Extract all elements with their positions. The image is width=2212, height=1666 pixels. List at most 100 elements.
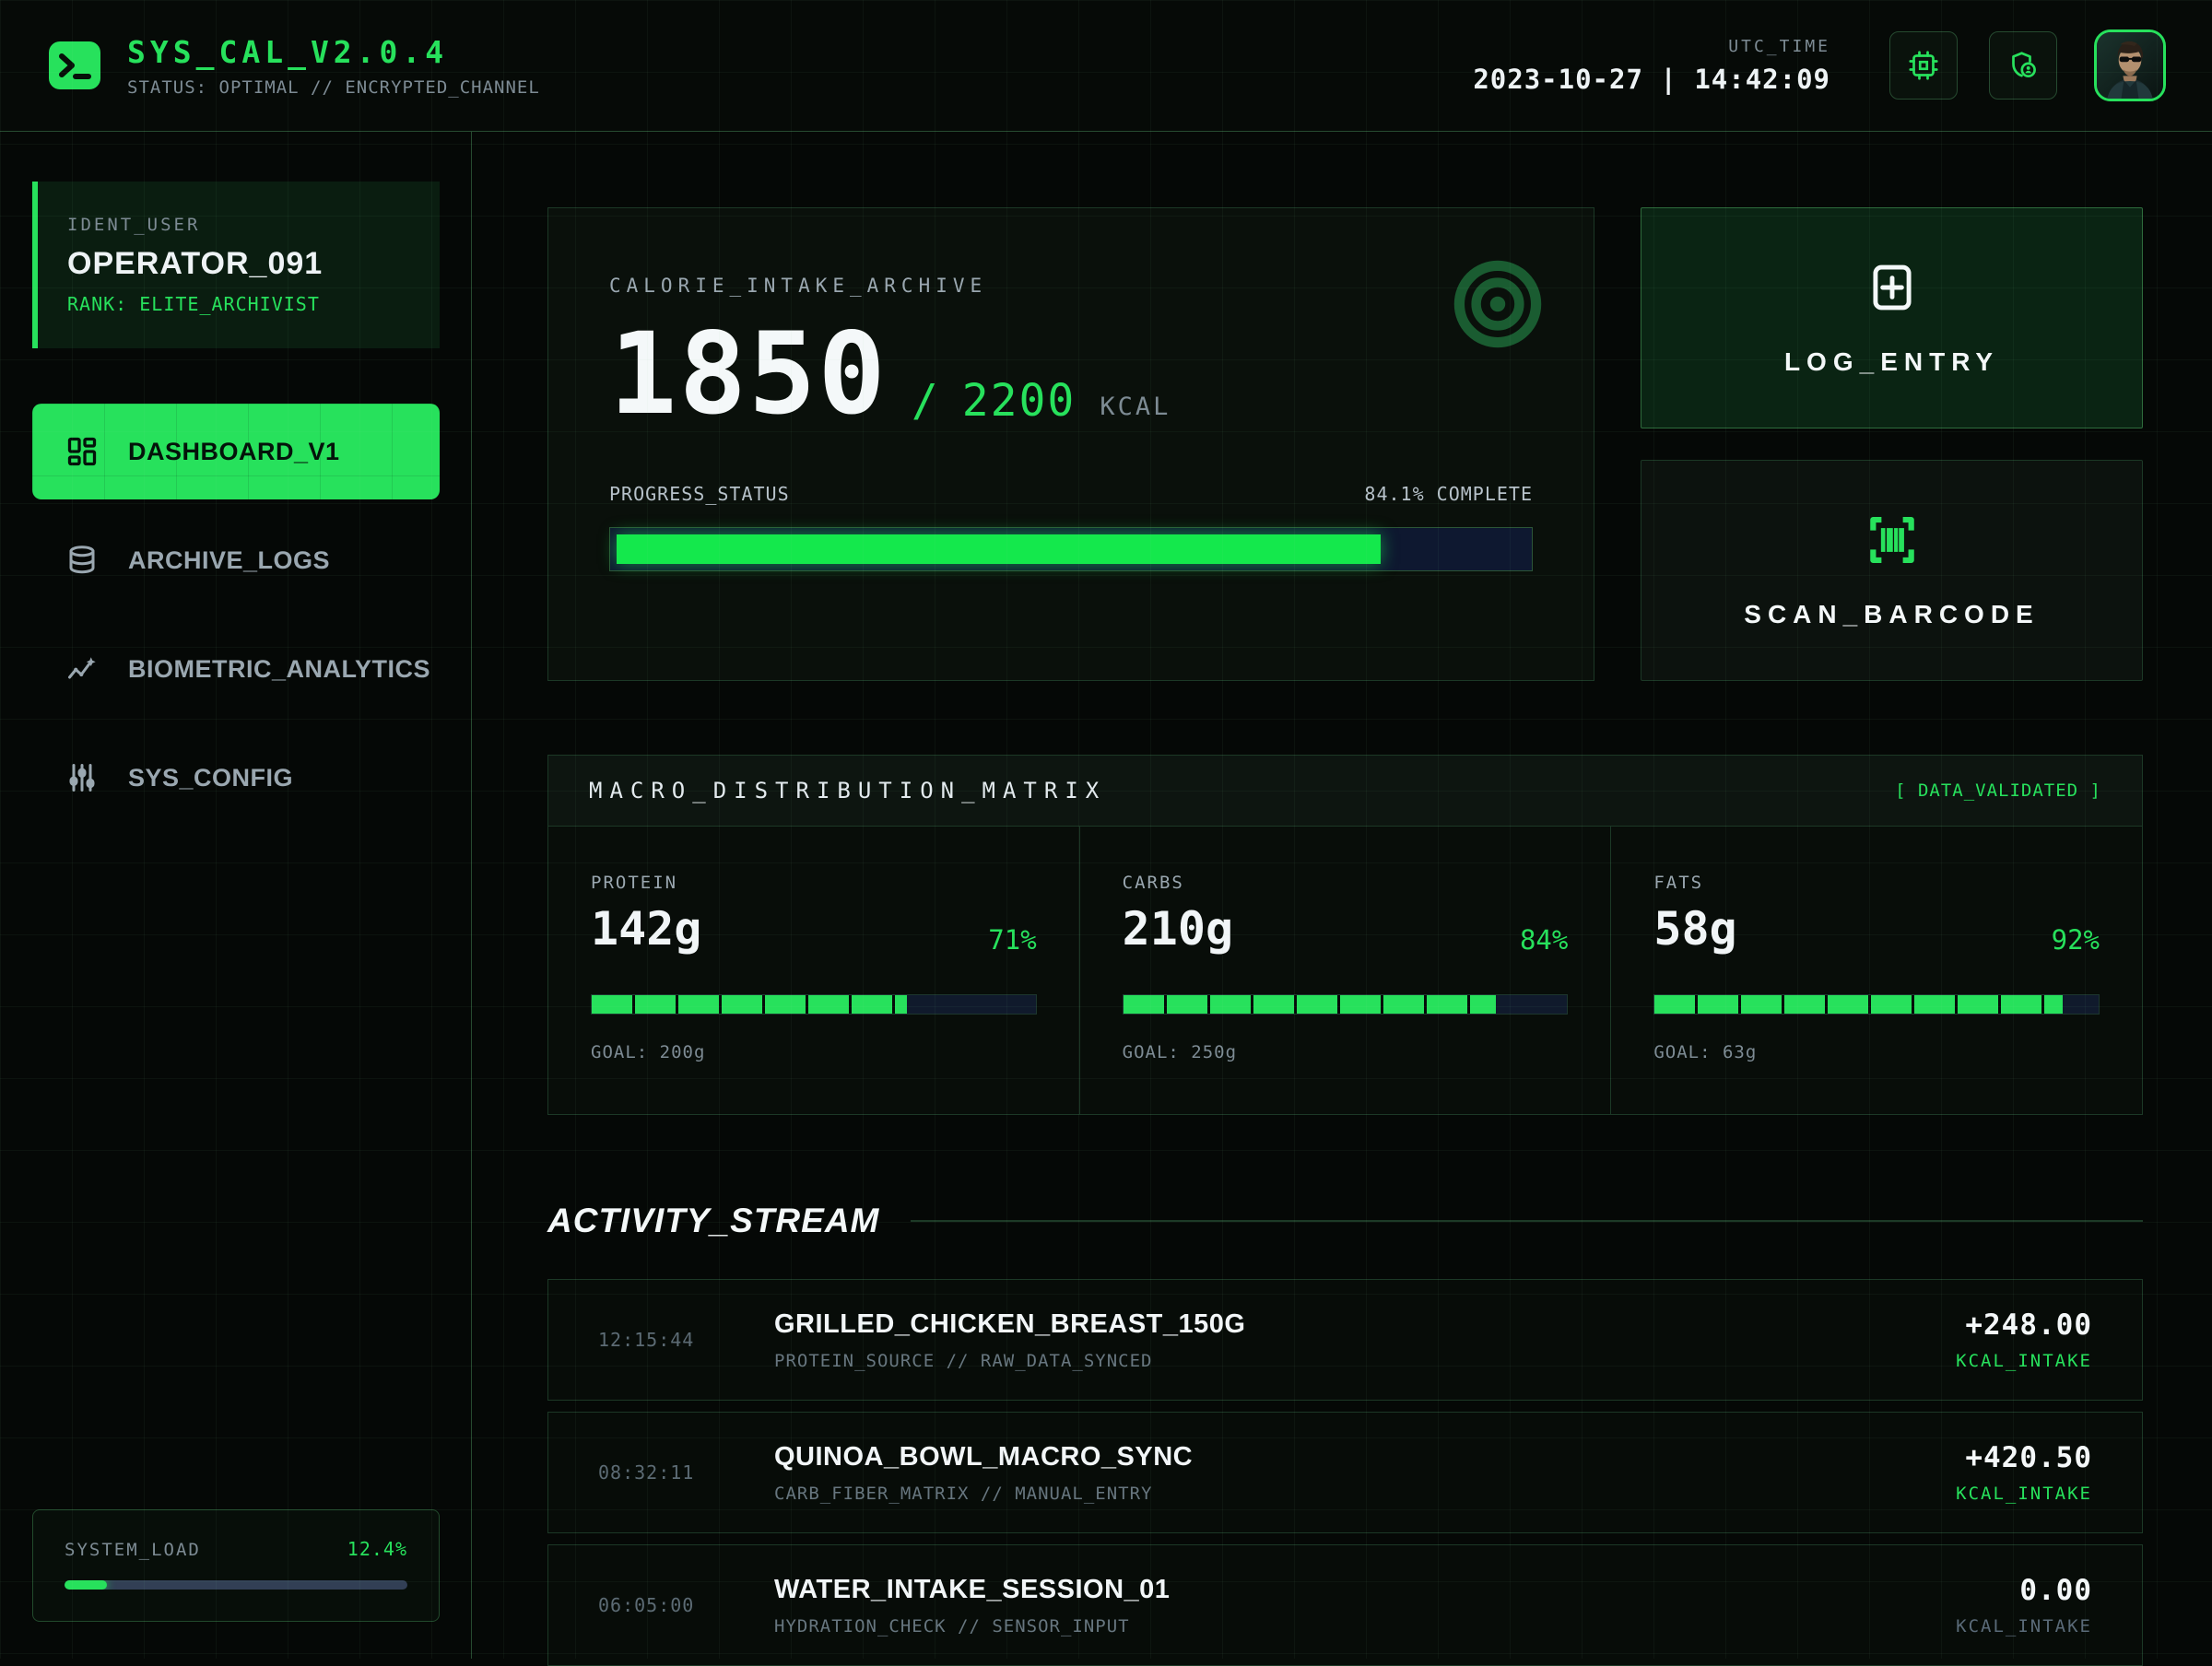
- row-title: WATER_INTAKE_SESSION_01: [774, 1574, 1171, 1604]
- macro-bar-fill: [1654, 995, 2064, 1014]
- macro-percent: 71%: [988, 924, 1037, 956]
- row-kcal-value: +420.50: [1965, 1441, 2092, 1474]
- barcode-icon: [1869, 516, 1914, 564]
- macro-bar: [1122, 994, 1569, 1015]
- row-subtitle: PROTEIN_SOURCE // RAW_DATA_SYNCED: [774, 1350, 1153, 1371]
- avatar[interactable]: [2094, 29, 2166, 101]
- activity-row[interactable]: 06:05:00 WATER_INTAKE_SESSION_01 HYDRATI…: [547, 1544, 2143, 1666]
- row-subtitle: CARB_FIBER_MATRIX // MANUAL_ENTRY: [774, 1483, 1153, 1504]
- top-bar: SYS_CAL_V2.0.4 STATUS: OPTIMAL // ENCRYP…: [0, 0, 2212, 132]
- macro-fats: FATS 58g 92% GOAL: 63g: [1610, 827, 2142, 1114]
- macro-bar-fill: [1123, 995, 1497, 1014]
- calorie-card-title: CALORIE_INTAKE_ARCHIVE: [609, 275, 988, 297]
- row-kcal-value: +248.00: [1965, 1308, 2092, 1342]
- nav-label: DASHBOARD_V1: [128, 437, 340, 465]
- macro-value: 210g: [1122, 902, 1234, 956]
- target-icon: [1453, 260, 1542, 348]
- nav-label: BIOMETRIC_ANALYTICS: [128, 654, 431, 683]
- ident-user-card: IDENT_USER OPERATOR_091 RANK: ELITE_ARCH…: [32, 182, 440, 348]
- macro-carbs: CARBS 210g 84% GOAL: 250g: [1078, 827, 1611, 1114]
- sidebar: IDENT_USER OPERATOR_091 RANK: ELITE_ARCH…: [0, 132, 472, 1659]
- macro-bar-fill: [592, 995, 907, 1014]
- utc-clock: UTC_TIME 2023-10-27 | 14:42:09: [1473, 37, 1830, 95]
- scan-barcode-button[interactable]: SCAN_BARCODE: [1641, 460, 2143, 681]
- calorie-goal: 2200: [961, 375, 1077, 428]
- macro-goal: GOAL: 63g: [1653, 1042, 1758, 1062]
- row-timestamp: 08:32:11: [598, 1461, 695, 1484]
- row-title: QUINOA_BOWL_MACRO_SYNC: [774, 1441, 1194, 1472]
- cpu-icon: [1909, 51, 1938, 80]
- macro-bar: [591, 994, 1037, 1015]
- macro-distribution-card: MACRO_DISTRIBUTION_MATRIX [ DATA_VALIDAT…: [547, 755, 2143, 1115]
- macro-percent: 92%: [2051, 924, 2100, 956]
- row-kcal-label: KCAL_INTAKE: [1956, 1351, 2092, 1371]
- row-timestamp: 12:15:44: [598, 1329, 695, 1351]
- log-entry-label: LOG_ENTRY: [1783, 347, 2000, 376]
- macro-value: 58g: [1653, 902, 1737, 956]
- shield-user-icon: [2012, 52, 2036, 78]
- row-kcal-label: KCAL_INTAKE: [1956, 1484, 2092, 1504]
- macro-percent: 84%: [1519, 924, 1569, 956]
- security-button[interactable]: [1989, 31, 2057, 100]
- activity-stream: ACTIVITY_STREAM 12:15:44 GRILLED_CHICKEN…: [547, 1202, 2143, 1666]
- macro-goal: GOAL: 250g: [1122, 1042, 1238, 1062]
- calorie-progress-fill: [617, 534, 1382, 565]
- data-validated-badge: [ DATA_VALIDATED ]: [1895, 780, 2101, 801]
- calorie-unit: KCAL: [1100, 392, 1171, 421]
- row-title: GRILLED_CHICKEN_BREAST_150G: [774, 1308, 1246, 1339]
- analytics-icon: [68, 657, 96, 679]
- plus-square-icon: [1872, 264, 1912, 311]
- calorie-current: 1850: [609, 309, 888, 440]
- sidebar-item-sys-config[interactable]: SYS_CONFIG: [32, 730, 440, 826]
- main-content: CALORIE_INTAKE_ARCHIVE 1850 / 2200 KCAL …: [472, 132, 2212, 1666]
- system-load-card: SYSTEM_LOAD 12.4%: [32, 1509, 440, 1622]
- nav-label: SYS_CONFIG: [128, 763, 294, 792]
- calorie-separator: /: [911, 375, 938, 428]
- macro-label: FATS: [1653, 873, 1704, 893]
- macro-goal: GOAL: 200g: [591, 1042, 706, 1062]
- calorie-intake-card: CALORIE_INTAKE_ARCHIVE 1850 / 2200 KCAL …: [547, 207, 1594, 681]
- macro-label: CARBS: [1122, 873, 1184, 893]
- app-title: SYS_CAL_V2.0.4: [127, 33, 449, 70]
- divider: [911, 1220, 2143, 1222]
- ident-username: OPERATOR_091: [67, 246, 324, 281]
- system-load-value: 12.4%: [347, 1538, 407, 1560]
- utc-datetime: 2023-10-27 | 14:42:09: [1473, 63, 1830, 95]
- sidebar-item-archive-logs[interactable]: ARCHIVE_LOGS: [32, 512, 440, 608]
- scan-barcode-label: SCAN_BARCODE: [1744, 600, 2040, 628]
- ident-label: IDENT_USER: [67, 215, 201, 235]
- database-icon: [69, 546, 95, 574]
- row-kcal-value: 0.00: [2019, 1574, 2092, 1607]
- app-status-line: STATUS: OPTIMAL // ENCRYPTED_CHANNEL: [127, 76, 540, 98]
- avatar-portrait: [2097, 32, 2163, 99]
- quick-actions: LOG_ENTRY SCAN_BARCODE: [1641, 207, 2143, 681]
- macro-protein: PROTEIN 142g 71% GOAL: 200g: [548, 827, 1079, 1114]
- activity-row[interactable]: 08:32:11 QUINOA_BOWL_MACRO_SYNC CARB_FIB…: [547, 1412, 2143, 1533]
- row-timestamp: 06:05:00: [598, 1594, 695, 1616]
- macro-label: PROTEIN: [591, 873, 678, 893]
- activity-stream-title: ACTIVITY_STREAM: [547, 1202, 880, 1239]
- ident-rank: RANK: ELITE_ARCHIVIST: [67, 293, 320, 315]
- macro-card-title: MACRO_DISTRIBUTION_MATRIX: [589, 778, 1107, 804]
- sliders-icon: [69, 764, 95, 792]
- row-subtitle: HYDRATION_CHECK // SENSOR_INPUT: [774, 1615, 1130, 1637]
- activity-row[interactable]: 12:15:44 GRILLED_CHICKEN_BREAST_150G PRO…: [547, 1279, 2143, 1401]
- progress-status-label: PROGRESS_STATUS: [609, 483, 790, 506]
- cpu-button[interactable]: [1889, 31, 1958, 100]
- macro-value: 142g: [591, 902, 702, 956]
- row-kcal-label: KCAL_INTAKE: [1956, 1616, 2092, 1637]
- system-load-label: SYSTEM_LOAD: [65, 1540, 201, 1560]
- progress-percent-label: 84.1% COMPLETE: [1364, 483, 1533, 506]
- terminal-logo-icon: [49, 41, 100, 89]
- macro-bar: [1653, 994, 2100, 1015]
- system-load-bar: [65, 1580, 407, 1590]
- sidebar-item-biometric-analytics[interactable]: BIOMETRIC_ANALYTICS: [32, 621, 440, 717]
- log-entry-button[interactable]: LOG_ENTRY: [1641, 207, 2143, 428]
- sidebar-item-dashboard[interactable]: DASHBOARD_V1: [32, 404, 440, 499]
- system-load-fill: [65, 1580, 108, 1590]
- nav-label: ARCHIVE_LOGS: [128, 546, 331, 574]
- dashboard-icon: [67, 437, 97, 466]
- sidebar-nav: DASHBOARD_V1 ARCHIVE_LOGS BIOMETRIC_ANAL…: [32, 404, 440, 826]
- utc-label: UTC_TIME: [1728, 36, 1830, 56]
- brand: SYS_CAL_V2.0.4 STATUS: OPTIMAL // ENCRYP…: [48, 34, 540, 98]
